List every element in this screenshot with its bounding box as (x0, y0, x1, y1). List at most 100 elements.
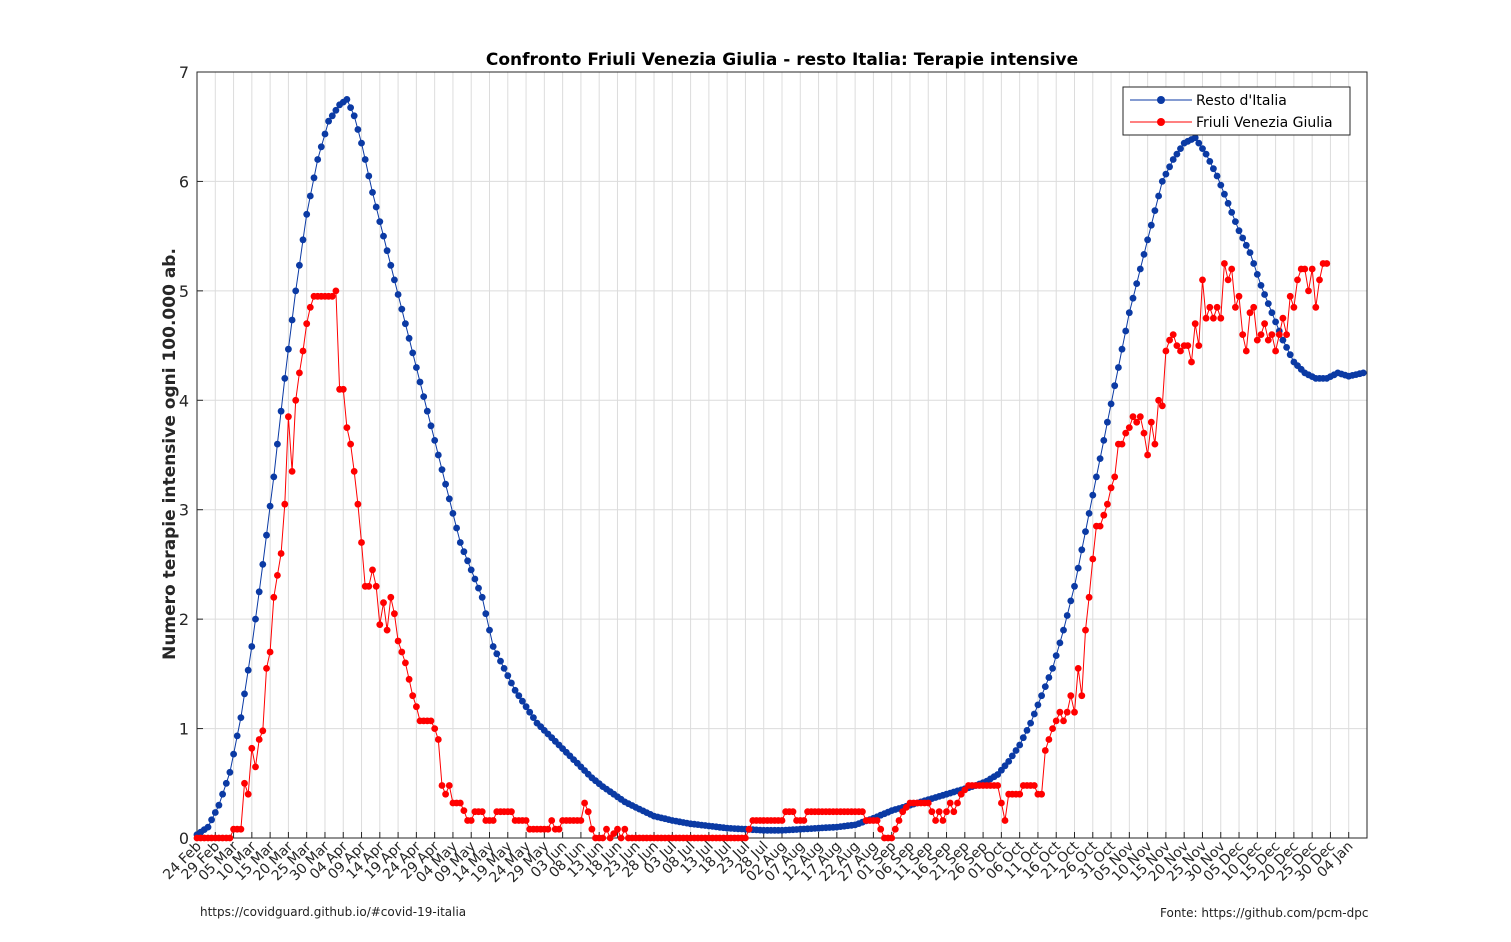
data-point (1060, 717, 1067, 725)
data-point (859, 808, 866, 816)
data-point (1224, 199, 1232, 207)
data-point (306, 192, 314, 200)
series-resto-italia (193, 96, 1367, 839)
data-point (1133, 280, 1141, 287)
data-point (358, 139, 365, 147)
data-point (354, 126, 362, 133)
data-point (1162, 170, 1170, 178)
data-point (1136, 265, 1144, 273)
data-point (1155, 192, 1162, 200)
data-point (1221, 260, 1228, 267)
data-point (263, 531, 270, 539)
data-point (1085, 593, 1093, 601)
data-point (292, 287, 300, 295)
data-point (1122, 429, 1130, 437)
data-point (241, 779, 248, 787)
data-point (1213, 303, 1221, 311)
data-point (928, 808, 936, 816)
data-point (409, 349, 417, 357)
data-point (285, 413, 292, 421)
data-point (244, 790, 252, 798)
data-point (475, 584, 482, 592)
data-point (1312, 303, 1320, 311)
data-point (1232, 303, 1239, 311)
data-point (1140, 429, 1148, 437)
data-point (1235, 292, 1243, 300)
data-point (1074, 564, 1082, 572)
data-point (522, 817, 530, 824)
data-point (292, 396, 300, 404)
data-point (954, 799, 961, 807)
data-point (1279, 336, 1287, 344)
data-point (1195, 139, 1203, 147)
legend-marker-fvg (1157, 118, 1165, 126)
data-point (1305, 287, 1312, 295)
data-point (453, 524, 460, 532)
data-point (1169, 331, 1177, 338)
data-point (1136, 413, 1144, 421)
data-point (1111, 473, 1119, 481)
data-point (943, 808, 950, 816)
data-point (1082, 528, 1089, 535)
data-point (303, 320, 311, 328)
data-point (1286, 351, 1294, 359)
data-point (1052, 652, 1060, 659)
data-point (281, 500, 289, 508)
data-point (1217, 181, 1225, 189)
data-point (1158, 178, 1166, 185)
data-point (1089, 555, 1097, 563)
data-point (303, 210, 311, 218)
data-point (347, 440, 354, 448)
data-point (1038, 692, 1045, 700)
data-point (1199, 145, 1206, 153)
data-point (350, 468, 358, 475)
data-point (1023, 727, 1031, 734)
data-point (376, 218, 384, 226)
data-point (1246, 249, 1254, 256)
data-point (1261, 320, 1268, 328)
data-point (332, 287, 340, 295)
data-point (237, 714, 245, 721)
data-point (405, 675, 413, 683)
data-point (219, 790, 227, 798)
data-point (1118, 440, 1126, 448)
data-point (1118, 345, 1126, 353)
data-point (1242, 241, 1250, 249)
data-point (1125, 309, 1133, 317)
data-point (380, 232, 387, 240)
data-point (438, 466, 446, 473)
y-tick-label: 1 (179, 720, 189, 739)
data-point (456, 799, 464, 807)
data-point (208, 816, 216, 824)
data-point (946, 799, 954, 807)
data-point (420, 393, 428, 400)
y-tick-label: 7 (179, 63, 189, 82)
data-point (299, 347, 307, 355)
data-point (248, 643, 256, 650)
data-point (478, 808, 486, 816)
chart-title: Confronto Friuli Venezia Giulia - resto … (486, 50, 1078, 70)
data-point (1184, 342, 1192, 349)
data-point (1115, 364, 1122, 371)
data-point (1147, 418, 1155, 426)
data-point (1202, 150, 1210, 158)
data-point (1060, 626, 1067, 634)
data-point (1125, 424, 1133, 431)
data-point (1275, 331, 1283, 338)
data-point (296, 261, 303, 269)
data-point (1250, 260, 1258, 267)
data-point (237, 825, 245, 833)
data-point (1147, 221, 1155, 229)
data-point (1056, 639, 1064, 647)
data-point (383, 626, 391, 634)
data-point (1217, 314, 1225, 322)
data-point (1264, 336, 1272, 344)
data-point (431, 437, 439, 444)
data-point (442, 790, 449, 798)
data-point (394, 637, 402, 645)
data-point (1140, 251, 1148, 258)
data-point (519, 697, 526, 705)
data-point (530, 714, 537, 721)
data-point (1173, 342, 1181, 349)
data-point (1063, 708, 1071, 716)
